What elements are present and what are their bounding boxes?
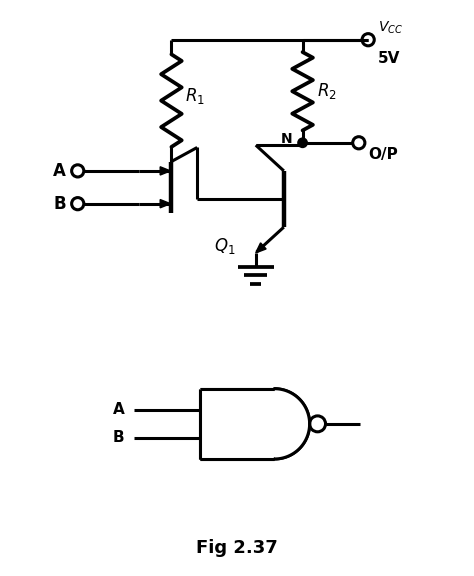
Text: A: A: [113, 402, 125, 417]
Text: B: B: [113, 430, 125, 445]
Text: 5V: 5V: [377, 51, 400, 66]
Polygon shape: [200, 389, 310, 459]
Text: $R_2$: $R_2$: [317, 81, 337, 101]
Polygon shape: [160, 199, 171, 208]
Text: N: N: [281, 132, 292, 146]
Polygon shape: [160, 167, 171, 175]
Text: A: A: [53, 162, 66, 180]
Text: $Q_1$: $Q_1$: [214, 237, 235, 256]
Text: Fig 2.37: Fig 2.37: [196, 539, 278, 557]
Polygon shape: [256, 243, 266, 253]
Circle shape: [298, 138, 307, 147]
Text: $V_{CC}$: $V_{CC}$: [377, 20, 402, 36]
Text: $R_1$: $R_1$: [185, 86, 205, 106]
Text: O/P: O/P: [368, 146, 398, 161]
Text: B: B: [54, 195, 66, 213]
